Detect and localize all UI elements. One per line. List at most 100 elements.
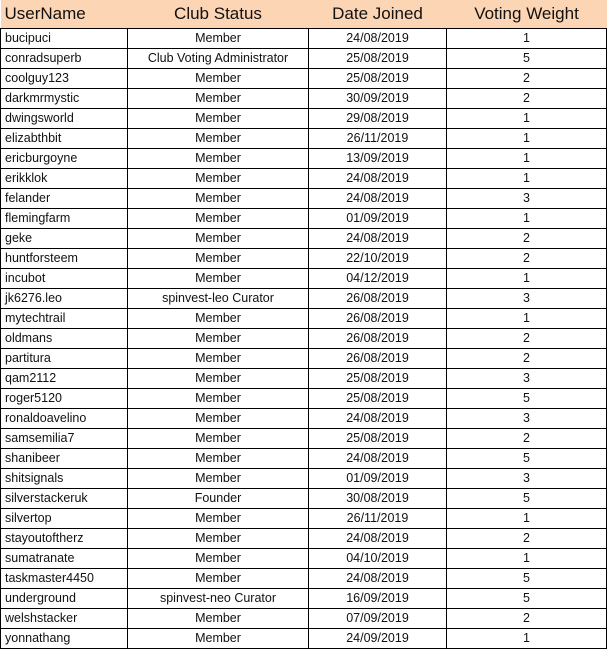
username-cell: jk6276.leo xyxy=(0,288,128,309)
date-joined-cell: 25/08/2019 xyxy=(308,428,447,449)
date-joined-cell: 26/11/2019 xyxy=(308,508,447,529)
username-cell: sumatranate xyxy=(0,548,128,569)
table-row: sumatranate Member 04/10/2019 1 xyxy=(0,548,607,569)
username-cell: stayoutoftherz xyxy=(0,528,128,549)
voting-weight-cell: 2 xyxy=(446,428,607,449)
username-cell: yonnathang xyxy=(0,628,128,649)
username-cell: welshstacker xyxy=(0,608,128,629)
club-status-cell: Member xyxy=(127,328,309,349)
table-row: qam2112 Member 25/08/2019 3 xyxy=(0,368,607,389)
username-cell: huntforsteem xyxy=(0,248,128,269)
header-username: UserName xyxy=(0,0,128,29)
table-row: samsemilia7 Member 25/08/2019 2 xyxy=(0,428,607,449)
username-cell: qam2112 xyxy=(0,368,128,389)
voting-weight-cell: 1 xyxy=(446,628,607,649)
voting-weight-cell: 2 xyxy=(446,528,607,549)
club-status-cell: Member xyxy=(127,548,309,569)
date-joined-cell: 26/08/2019 xyxy=(308,328,447,349)
voting-weight-cell: 3 xyxy=(446,408,607,429)
club-status-cell: Member xyxy=(127,308,309,329)
club-status-cell: Member xyxy=(127,168,309,189)
voting-weight-cell: 1 xyxy=(446,128,607,149)
date-joined-cell: 25/08/2019 xyxy=(308,388,447,409)
club-status-cell: Member xyxy=(127,368,309,389)
voting-weight-cell: 5 xyxy=(446,388,607,409)
date-joined-cell: 29/08/2019 xyxy=(308,108,447,129)
table-row: roger5120 Member 25/08/2019 5 xyxy=(0,388,607,409)
date-joined-cell: 24/08/2019 xyxy=(308,188,447,209)
username-cell: silvertop xyxy=(0,508,128,529)
voting-weight-cell: 1 xyxy=(446,108,607,129)
username-cell: conradsuperb xyxy=(0,48,128,69)
club-status-cell: Member xyxy=(127,568,309,589)
voting-weight-cell: 5 xyxy=(446,48,607,69)
club-status-cell: Member xyxy=(127,428,309,449)
username-cell: erikklok xyxy=(0,168,128,189)
voting-weight-cell: 3 xyxy=(446,188,607,209)
voting-weight-cell: 5 xyxy=(446,488,607,509)
date-joined-cell: 24/08/2019 xyxy=(308,28,447,49)
date-joined-cell: 22/10/2019 xyxy=(308,248,447,269)
username-cell: bucipuci xyxy=(0,28,128,49)
header-row: UserName Club Status Date Joined Voting … xyxy=(0,0,607,29)
voting-weight-cell: 5 xyxy=(446,588,607,609)
username-cell: felander xyxy=(0,188,128,209)
table-row: flemingfarm Member 01/09/2019 1 xyxy=(0,208,607,229)
date-joined-cell: 24/08/2019 xyxy=(308,568,447,589)
header-club-status: Club Status xyxy=(127,0,309,29)
club-status-cell: Member xyxy=(127,68,309,89)
table-row: coolguy123 Member 25/08/2019 2 xyxy=(0,68,607,89)
date-joined-cell: 30/09/2019 xyxy=(308,88,447,109)
club-status-cell: spinvest-leo Curator xyxy=(127,288,309,309)
club-status-cell: Member xyxy=(127,88,309,109)
voting-weight-cell: 5 xyxy=(446,448,607,469)
date-joined-cell: 01/09/2019 xyxy=(308,468,447,489)
voting-weight-cell: 1 xyxy=(446,168,607,189)
table-row: welshstacker Member 07/09/2019 2 xyxy=(0,608,607,629)
date-joined-cell: 24/09/2019 xyxy=(308,628,447,649)
date-joined-cell: 24/08/2019 xyxy=(308,408,447,429)
header-voting-weight: Voting Weight xyxy=(446,0,607,29)
date-joined-cell: 26/08/2019 xyxy=(308,308,447,329)
username-cell: silverstackeruk xyxy=(0,488,128,509)
username-cell: shanibeer xyxy=(0,448,128,469)
voting-weight-cell: 3 xyxy=(446,288,607,309)
table-row: elizabthbit Member 26/11/2019 1 xyxy=(0,128,607,149)
voting-weight-cell: 2 xyxy=(446,228,607,249)
club-status-cell: Member xyxy=(127,268,309,289)
username-cell: shitsignals xyxy=(0,468,128,489)
date-joined-cell: 24/08/2019 xyxy=(308,528,447,549)
table-row: yonnathang Member 24/09/2019 1 xyxy=(0,628,607,649)
username-cell: elizabthbit xyxy=(0,128,128,149)
club-status-cell: Member xyxy=(127,148,309,169)
voting-weight-cell: 3 xyxy=(446,468,607,489)
table-row: jk6276.leo spinvest-leo Curator 26/08/2019… xyxy=(0,288,607,309)
voting-weight-cell: 2 xyxy=(446,88,607,109)
username-cell: mytechtrail xyxy=(0,308,128,329)
date-joined-cell: 16/09/2019 xyxy=(308,588,447,609)
club-status-cell: Member xyxy=(127,208,309,229)
username-cell: partitura xyxy=(0,348,128,369)
username-cell: flemingfarm xyxy=(0,208,128,229)
date-joined-cell: 26/11/2019 xyxy=(308,128,447,149)
username-cell: taskmaster4450 xyxy=(0,568,128,589)
username-cell: roger5120 xyxy=(0,388,128,409)
club-status-cell: Member xyxy=(127,628,309,649)
table-row: underground spinvest-neo Curator 16/09/201… xyxy=(0,588,607,609)
club-status-cell: Member xyxy=(127,388,309,409)
date-joined-cell: 25/08/2019 xyxy=(308,48,447,69)
club-status-cell: Member xyxy=(127,608,309,629)
club-status-cell: Member xyxy=(127,128,309,149)
club-status-cell: Founder xyxy=(127,488,309,509)
voting-weight-cell: 1 xyxy=(446,548,607,569)
date-joined-cell: 25/08/2019 xyxy=(308,368,447,389)
table-row: stayoutoftherz Member 24/08/2019 2 xyxy=(0,528,607,549)
club-status-cell: spinvest-neo Curator xyxy=(127,588,309,609)
club-status-cell: Member xyxy=(127,448,309,469)
date-joined-cell: 26/08/2019 xyxy=(308,348,447,369)
table-row: silverstackeruk Founder 30/08/2019 5 xyxy=(0,488,607,509)
club-status-cell: Member xyxy=(127,248,309,269)
date-joined-cell: 24/08/2019 xyxy=(308,228,447,249)
voting-weight-cell: 1 xyxy=(446,148,607,169)
date-joined-cell: 30/08/2019 xyxy=(308,488,447,509)
